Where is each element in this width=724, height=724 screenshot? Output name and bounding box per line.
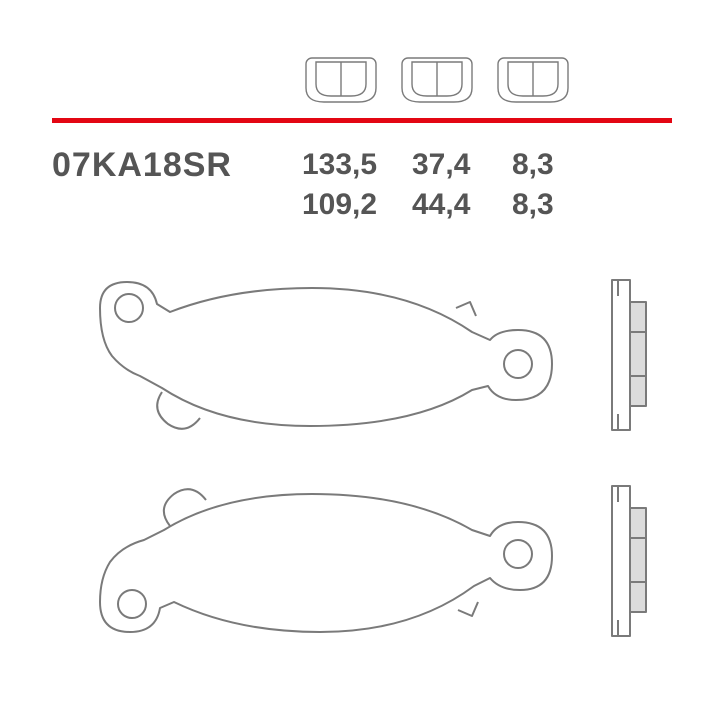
- pad-top-front: [100, 282, 552, 429]
- pad-bottom-front: [100, 489, 552, 632]
- part-number: 07KA18SR: [52, 146, 232, 185]
- red-divider: [52, 118, 672, 123]
- dim-a2: 109,2: [302, 188, 412, 222]
- pad-top-side: [612, 280, 646, 430]
- pad-icon-c: [494, 52, 572, 108]
- pad-icon-a: [302, 52, 380, 108]
- dimension-grid: 133,5 37,4 8,3 109,2 44,4 8,3: [302, 148, 592, 222]
- pad-bottom-side: [612, 486, 646, 636]
- dim-a1: 133,5: [302, 148, 412, 182]
- header-icon-row: [302, 52, 572, 108]
- dim-b2: 44,4: [412, 188, 512, 222]
- dim-b1: 37,4: [412, 148, 512, 182]
- pad-icon-b: [398, 52, 476, 108]
- technical-drawings: [52, 272, 672, 672]
- dim-c2: 8,3: [512, 188, 592, 222]
- dim-c1: 8,3: [512, 148, 592, 182]
